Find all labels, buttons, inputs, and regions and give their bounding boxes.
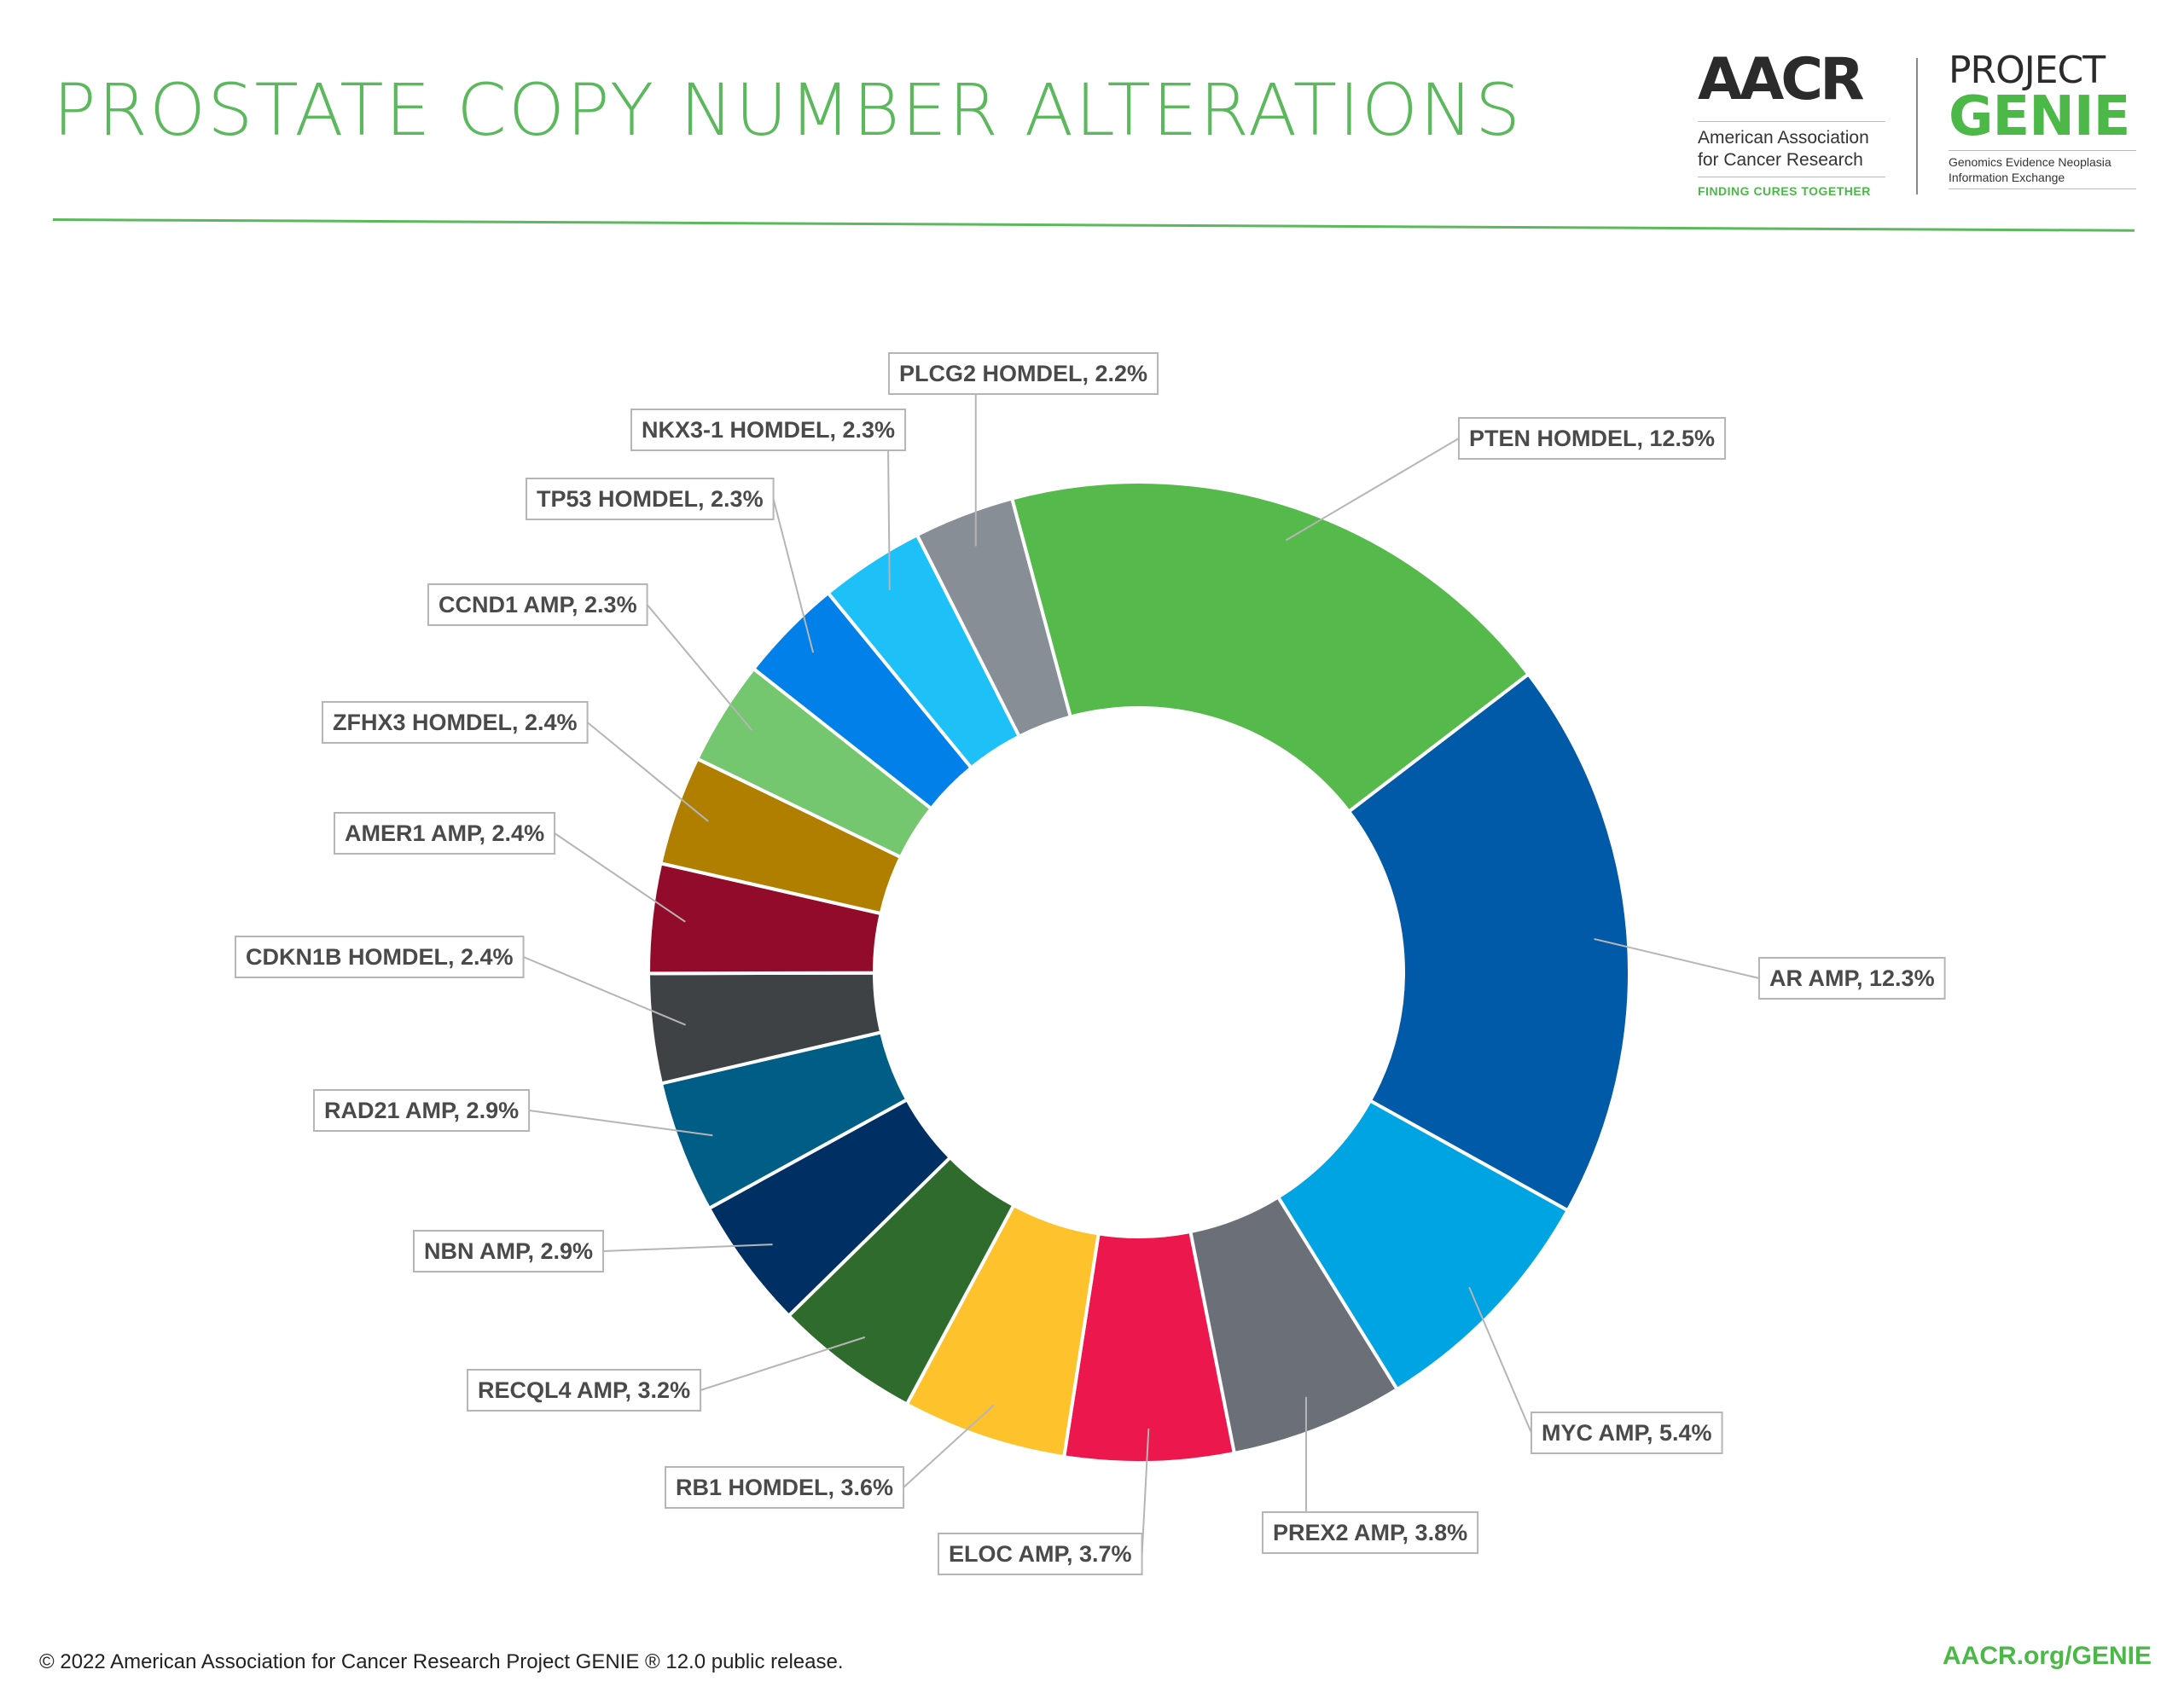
leader-line [1468,1286,1532,1434]
slice-label-text: PREX2 AMP, 3.8% [1273,1520,1467,1545]
slice-label: PTEN HOMDEL, 12.5% [1458,417,1727,460]
leader-line [528,1110,713,1137]
slice-label-text: NBN AMP, 2.9% [424,1238,593,1264]
slice-label: NKX3-1 HOMDEL, 2.3% [630,409,907,451]
genie-logo-word: GENIE [1949,85,2130,148]
slice-label-box [1531,1412,1723,1454]
slice-label: MYC AMP, 5.4% [1531,1412,1723,1454]
slice-label: RAD21 AMP, 2.9% [313,1089,531,1132]
donut-slice [1009,480,1531,815]
aacr-tagline: FINDING CURES TOGETHER [1698,184,1871,198]
slice-label-text: AMER1 AMP, 2.4% [345,820,544,846]
leader-line [700,1336,866,1391]
slice-label-box [322,701,589,744]
leader-line [603,1244,773,1252]
leader-line [646,604,753,731]
slice-label-box [888,352,1159,395]
genie-logo: PROJECT GENIE Genomics Evidence Neoplasi… [1949,51,2136,189]
slice-label-box [235,936,525,978]
slice-label: NBN AMP, 2.9% [413,1230,605,1272]
page-title: PROSTATE COPY NUMBER ALTERATIONS [53,68,1523,152]
leader-lines-layer [523,394,1760,1555]
leader-line [772,498,815,653]
logo-divider [1916,58,1918,194]
slice-label: RB1 HOMDEL, 3.6% [665,1466,905,1509]
leader-line [887,449,891,590]
donut-slice [1346,671,1631,1213]
slice-label-text: RAD21 AMP, 2.9% [324,1098,519,1123]
slices-layer [646,480,1631,1464]
slice-label-box [467,1369,702,1412]
leader-line [1285,438,1460,542]
slice-label-box [1758,957,1946,1000]
genie-sub-line2: Information Exchange [1949,171,2065,184]
slice-label-box [526,478,775,520]
slice-label: CDKN1B HOMDEL, 2.4% [235,936,525,978]
slice-label-box [665,1466,905,1509]
slice-label-text: CCND1 AMP, 2.3% [439,592,637,617]
slice-label-text: MYC AMP, 5.4% [1542,1420,1712,1446]
genie-sub-line1: Genomics Evidence Neoplasia [1949,155,2111,169]
slice-label: CCND1 AMP, 2.3% [427,583,648,626]
slice-label: PLCG2 HOMDEL, 2.2% [888,352,1159,395]
slice-label-box [413,1230,605,1272]
slice-label-box [334,812,556,855]
aacr-name-line2: for Cancer Research [1698,150,1863,170]
donut-slice [915,496,1073,739]
footer-link[interactable]: AACR.org/GENIE [1942,1642,2152,1670]
slice-label-box [938,1533,1143,1575]
slice-label-text: PLCG2 HOMDEL, 2.2% [899,361,1147,386]
slice-label-text: CDKN1B HOMDEL, 2.4% [246,944,514,970]
labels-layer: PTEN HOMDEL, 12.5% AR AMP, 12.3% MYC AMP, … [235,352,1946,1575]
aacr-logo-name: American Association for Cancer Research [1698,121,1885,177]
slice-label-text: RB1 HOMDEL, 3.6% [676,1475,893,1500]
leader-line [586,722,709,822]
slice-label-text: ELOC AMP, 3.7% [949,1541,1132,1567]
genie-logo-project: PROJECT [1949,49,2106,92]
aacr-logo-mark: AACR [1698,46,1865,113]
slice-label-box [630,409,907,451]
slice-label: PREX2 AMP, 3.8% [1262,1511,1479,1554]
genie-logo-subtitle: Genomics Evidence Neoplasia Information … [1949,150,2136,189]
slice-label: ELOC AMP, 3.7% [938,1533,1143,1575]
slice-label-text: ZFHX3 HOMDEL, 2.4% [333,710,578,735]
aacr-name-line1: American Association [1698,128,1869,148]
leader-line [554,832,686,923]
footer-copyright: © 2022 American Association for Cancer R… [39,1650,844,1673]
slice-label: RECQL4 AMP, 3.2% [467,1369,702,1412]
slice-label-box [313,1089,531,1132]
leader-line [903,1404,995,1488]
slice-label-box [427,583,648,626]
slice-label-box [1458,417,1727,460]
leader-line [523,956,686,1026]
slice-label-text: NKX3-1 HOMDEL, 2.3% [642,417,895,443]
slice-label: TP53 HOMDEL, 2.3% [526,478,775,520]
slice-label-text: RECQL4 AMP, 3.2% [478,1377,690,1403]
slice-label: AMER1 AMP, 2.4% [334,812,556,855]
aacr-logo: AACR American Association for Cancer Res… [1698,49,1885,198]
slice-label: AR AMP, 12.3% [1758,957,1946,1000]
slice-label-box [1262,1511,1479,1554]
leader-line [1141,1428,1150,1555]
slice-label: ZFHX3 HOMDEL, 2.4% [322,701,589,744]
leader-line [1594,937,1760,979]
slice-label-text: AR AMP, 12.3% [1769,965,1935,991]
slice-label-text: PTEN HOMDEL, 12.5% [1469,426,1715,451]
slice-label-text: TP53 HOMDEL, 2.3% [537,486,764,512]
